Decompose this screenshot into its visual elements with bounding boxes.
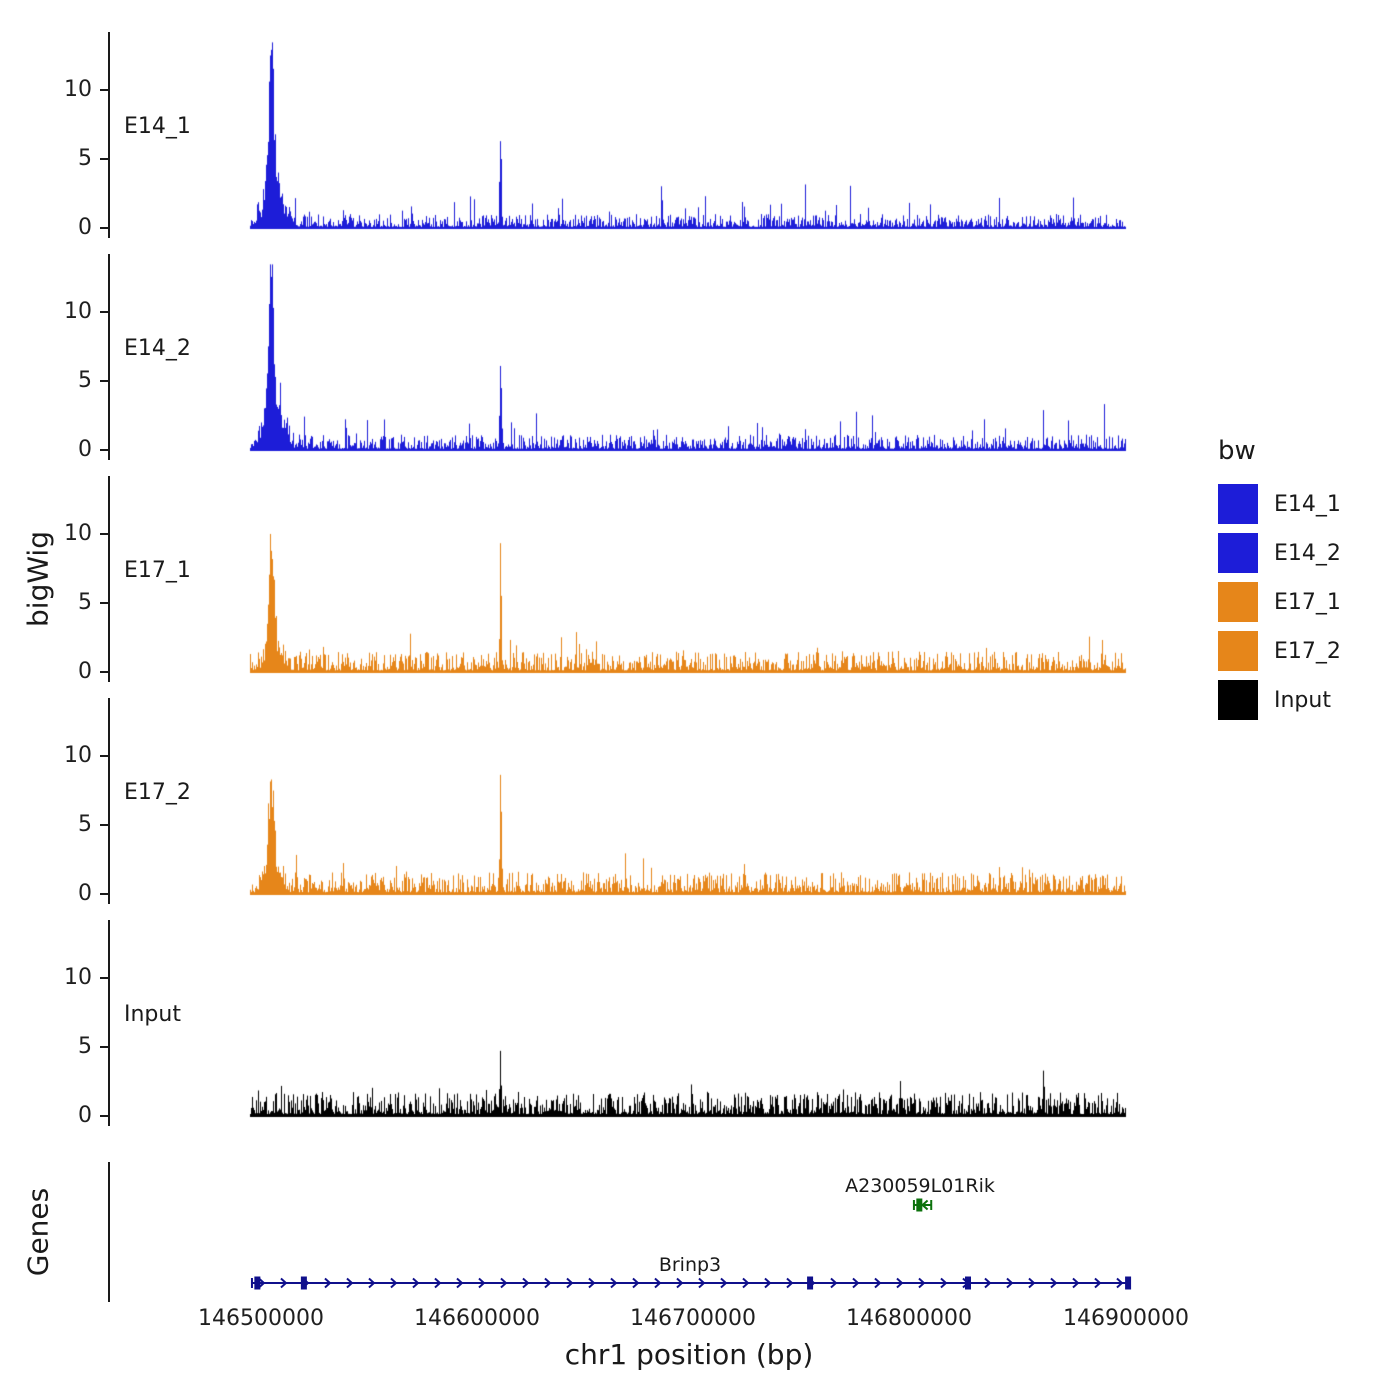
- y-tick-mark: [100, 671, 110, 673]
- y-tick-label: 0: [78, 881, 92, 906]
- x-tick-label: 146600000: [414, 1306, 540, 1331]
- y-tick-label: 5: [78, 812, 92, 837]
- legend-label: E14_2: [1274, 540, 1341, 566]
- y-tick-mark: [100, 158, 110, 160]
- legend-swatch-e17-1: [1218, 582, 1258, 622]
- y-tick-mark: [100, 893, 110, 895]
- y-tick-label: 0: [78, 659, 92, 684]
- legend-title: bw: [1218, 436, 1256, 466]
- x-tick-label: 146900000: [1063, 1306, 1189, 1331]
- y-tick-mark: [100, 1046, 110, 1048]
- signal-track-e14-2: [120, 262, 1180, 452]
- legend-label: Input: [1274, 687, 1331, 713]
- track-panel-e14-2: 10 5 0 E14_2: [0, 254, 1400, 462]
- legend-swatch-input: [1218, 680, 1258, 720]
- y-tick-label: 10: [64, 77, 92, 102]
- y-tick-mark: [100, 380, 110, 382]
- y-tick-mark: [100, 533, 110, 535]
- y-tick-mark: [100, 89, 110, 91]
- gene-label-brinp3: Brinp3: [659, 1254, 721, 1276]
- y-tick-label: 10: [64, 521, 92, 546]
- track-panel-e17-1: 10 5 0 E17_1: [0, 476, 1400, 684]
- genes-axis-title: Genes: [21, 1187, 55, 1277]
- signal-track-e17-1: [120, 484, 1180, 674]
- y-tick-label: 0: [78, 1103, 92, 1128]
- x-tick-label: 146800000: [846, 1306, 972, 1331]
- y-tick-mark: [100, 449, 110, 451]
- genes-track: Brinp3 A230059L01Rik: [250, 1175, 1132, 1290]
- legend-swatch-e14-1: [1218, 484, 1258, 524]
- track-panel-e17-2: 10 5 0 E17_2: [0, 698, 1400, 906]
- legend-label: E17_1: [1274, 589, 1341, 615]
- legend: bw E14_1 E14_2 E17_1 E17_2 Input: [1218, 436, 1341, 729]
- y-tick-label: 10: [64, 965, 92, 990]
- y-axis-line: [108, 254, 110, 460]
- gene-label-a230059l01rik: A230059L01Rik: [845, 1175, 995, 1197]
- y-tick-label: 5: [78, 1034, 92, 1059]
- y-axis-line: [108, 920, 110, 1126]
- x-tick-label: 146500000: [198, 1306, 324, 1331]
- y-tick-label: 0: [78, 437, 92, 462]
- y-tick-mark: [100, 311, 110, 313]
- signal-track-input: [120, 928, 1180, 1118]
- x-axis-title: chr1 position (bp): [564, 1338, 814, 1371]
- y-tick-mark: [100, 227, 110, 229]
- legend-label: E17_2: [1274, 638, 1341, 664]
- legend-item-input: Input: [1218, 680, 1341, 720]
- legend-item-e14-1: E14_1: [1218, 484, 1341, 524]
- y-tick-label: 10: [64, 299, 92, 324]
- signal-track-e14-1: [120, 40, 1180, 230]
- y-axis-line: [108, 698, 110, 904]
- track-panel-e14-1: 10 5 0 E14_1: [0, 32, 1400, 240]
- y-tick-label: 5: [78, 368, 92, 393]
- genes-axis-line: [108, 1162, 110, 1302]
- y-tick-mark: [100, 977, 110, 979]
- legend-swatch-e17-2: [1218, 631, 1258, 671]
- legend-item-e14-2: E14_2: [1218, 533, 1341, 573]
- y-tick-mark: [100, 755, 110, 757]
- legend-swatch-e14-2: [1218, 533, 1258, 573]
- signal-track-e17-2: [120, 706, 1180, 896]
- y-tick-label: 10: [64, 743, 92, 768]
- y-axis-line: [108, 476, 110, 682]
- y-tick-label: 0: [78, 215, 92, 240]
- y-tick-mark: [100, 824, 110, 826]
- y-axis-line: [108, 32, 110, 238]
- legend-label: E14_1: [1274, 491, 1341, 517]
- legend-item-e17-1: E17_1: [1218, 582, 1341, 622]
- y-tick-mark: [100, 1115, 110, 1117]
- track-panel-input: 10 5 0 Input: [0, 920, 1400, 1128]
- y-tick-mark: [100, 602, 110, 604]
- legend-item-e17-2: E17_2: [1218, 631, 1341, 671]
- gene-models: [250, 1198, 1132, 1290]
- x-tick-label: 146700000: [630, 1306, 756, 1331]
- y-tick-label: 5: [78, 590, 92, 615]
- y-tick-label: 5: [78, 146, 92, 171]
